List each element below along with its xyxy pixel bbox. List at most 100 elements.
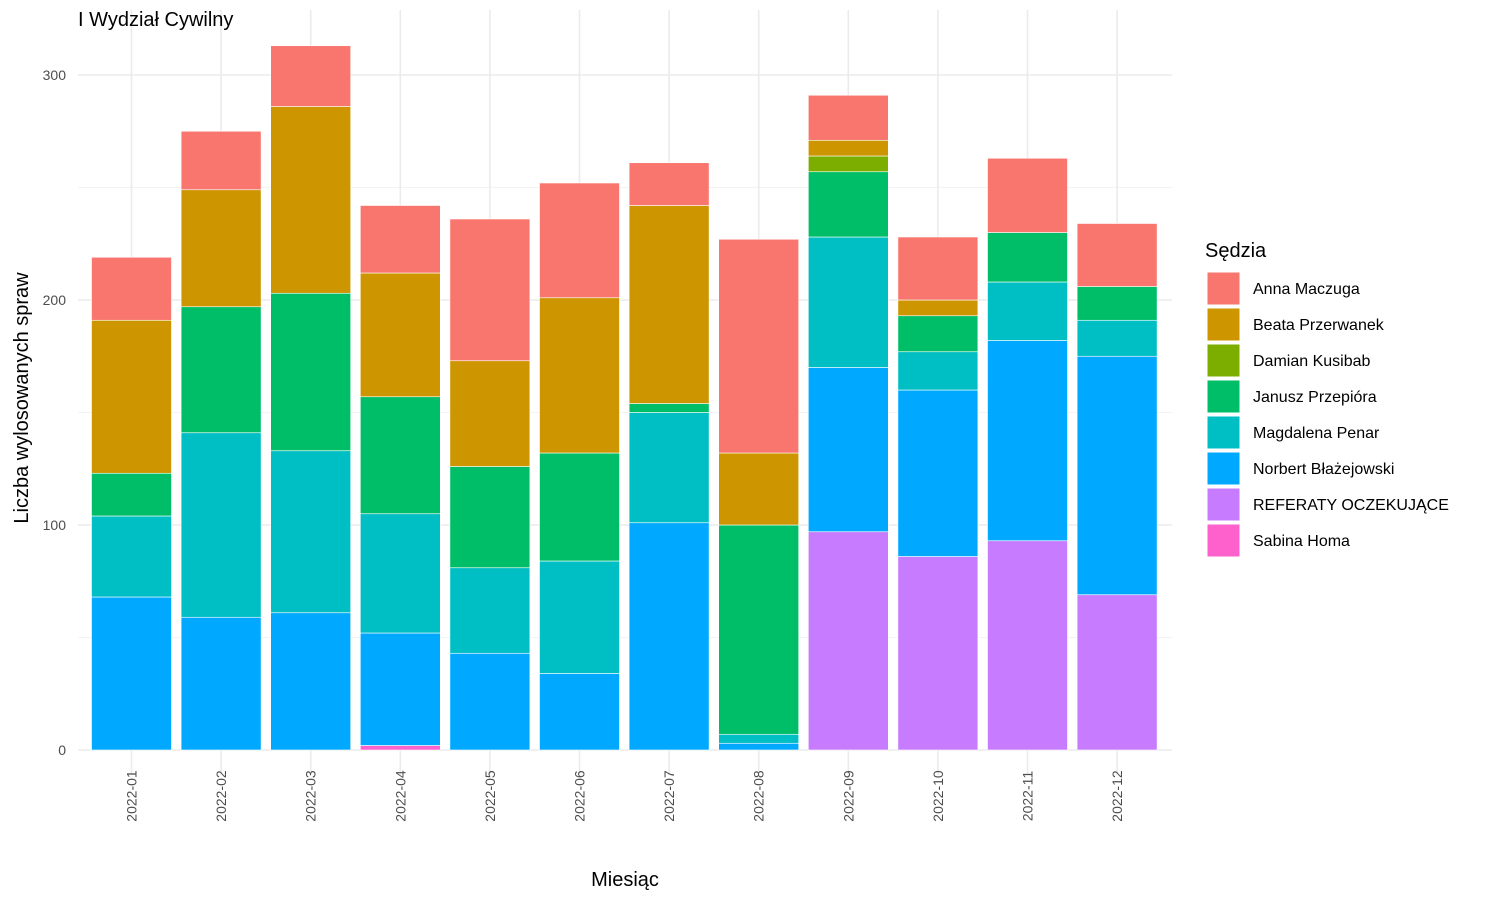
bar-segment [91,515,172,598]
bar-segment [807,236,889,368]
x-tick-label: 2022-01 [124,770,140,822]
legend-swatch [1206,487,1241,522]
x-tick-label: 2022-07 [661,770,677,822]
bar-segment [449,218,531,362]
bar-segment [807,171,889,238]
bar-segment [718,733,800,744]
bar-segment [539,560,620,674]
bar-segment [897,236,979,301]
bar-segment [897,389,979,557]
bar-segment [91,319,172,474]
legend-swatch [1206,271,1241,306]
bar-segment [807,367,889,533]
y-tick-label: 200 [43,292,67,308]
bar-segment [1076,286,1158,321]
bar-segment [270,450,352,614]
x-axis-title: Miesiąc [591,869,659,891]
axis-layer: 0 100 200 300 2022-01 2022-02 2022-03 2022-04 20… [43,67,1125,822]
bar-segment [987,340,1068,542]
y-tick-label: 0 [58,742,66,758]
bar-segment [449,652,531,751]
bar-segment [1076,223,1158,287]
legend-swatch [1206,451,1241,486]
bar-segment [91,256,172,321]
x-tick-label: 2022-08 [751,770,767,822]
bar-segment [628,403,710,413]
bar-segment [628,205,710,404]
bar-segment [180,189,262,308]
bar-segment [628,522,710,751]
bar-segment [359,396,441,515]
legend-label: REFERATY OCZEKUJĄCE [1253,497,1449,514]
bar-segment [1076,594,1158,751]
x-tick-label: 2022-12 [1109,770,1125,822]
bar-segment [270,292,352,452]
bar-segment [91,596,172,751]
bar-segment [1076,319,1158,357]
bar-segment [91,472,172,517]
bar-segment [807,155,889,173]
bar-segment [807,531,889,751]
x-tick-label: 2022-10 [930,770,946,822]
legend-label: Janusz Przepióra [1253,389,1377,406]
bar-segment [180,616,262,751]
legend-title: Sędzia [1205,240,1267,262]
bar-segment [718,238,800,454]
legend-swatch [1206,523,1241,558]
y-tick-label: 100 [43,517,67,533]
legend-label: Damian Kusibab [1253,353,1371,370]
bar-segment [539,297,620,454]
bar-segment [897,556,979,751]
x-tick-label: 2022-02 [213,770,229,822]
bar-segment [987,281,1068,341]
chart-title: I Wydział Cywilny [78,9,233,31]
bar-segment [807,94,889,141]
bar-segment [987,232,1068,283]
x-tick-label: 2022-11 [1020,771,1036,822]
bar-segment [897,299,979,317]
legend-swatch [1206,379,1241,414]
x-tick-label: 2022-05 [482,770,498,822]
x-tick-label: 2022-04 [392,770,408,822]
legend-label: Sabina Homa [1253,533,1350,550]
bar-segment [359,205,441,274]
bar-segment [359,745,441,751]
legend-swatch [1206,343,1241,378]
bar-segment [718,452,800,526]
x-tick-label: 2022-09 [840,770,856,822]
y-tick-label: 300 [43,67,67,83]
x-tick-label: 2022-06 [572,770,588,822]
bar-segment [539,452,620,562]
legend-swatch [1206,415,1241,450]
legend-label: Norbert Błażejowski [1253,461,1394,478]
bar-segment [180,130,262,191]
bar-segment [897,351,979,391]
bar-segment [180,432,262,618]
bar-segment [897,315,979,353]
bar-segment [359,513,441,634]
bar-segment [539,182,620,299]
bar-segment [539,673,620,751]
bar-segment [359,272,441,398]
bar-segment [449,466,531,569]
bar-segment [270,612,352,751]
y-axis-title: Liczba wylosowanych spraw [11,272,33,524]
bar-segment [987,540,1068,751]
legend-label: Anna Maczuga [1253,281,1360,298]
bar-segment [270,106,352,294]
bar-segment [449,567,531,654]
legend-label: Magdalena Penar [1253,425,1380,442]
x-tick-label: 2022-03 [303,770,319,822]
bar-segment [807,139,889,157]
legend: Anna Maczuga Beata Przerwanek Damian Kusib… [1206,271,1449,558]
bar-segment [628,162,710,206]
bar-segment [180,306,262,434]
bar-segment [1076,355,1158,596]
bar-segment [987,157,1068,233]
bars-layer [91,45,1158,751]
legend-label: Beata Przerwanek [1253,317,1385,334]
legend-swatch [1206,307,1241,342]
bar-segment [718,742,800,751]
